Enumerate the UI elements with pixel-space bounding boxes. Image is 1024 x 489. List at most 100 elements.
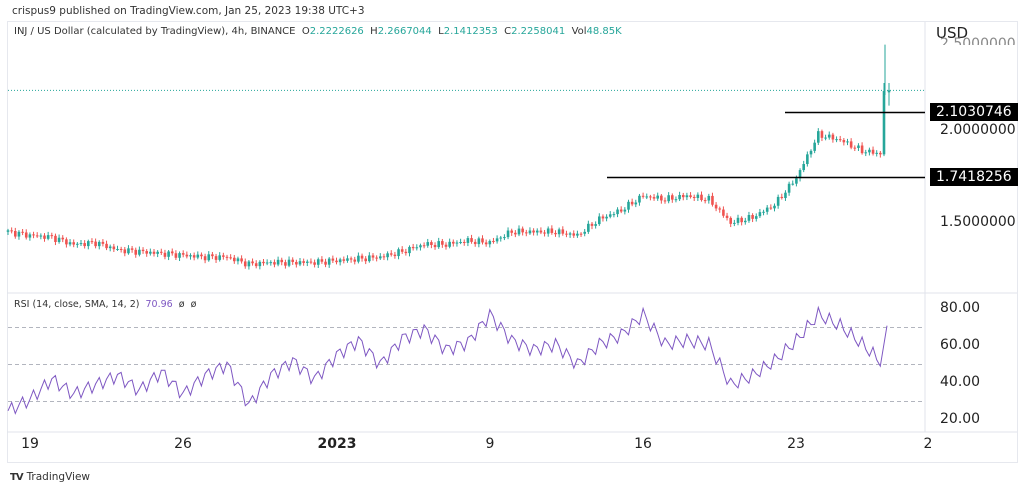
rsi-tick: 20.00 xyxy=(940,411,981,427)
candle-body xyxy=(105,243,108,249)
candle-body xyxy=(882,91,886,155)
candle-body xyxy=(243,261,247,267)
currency-label: USD xyxy=(936,24,969,42)
candle-body xyxy=(608,214,612,217)
candle-body xyxy=(90,241,94,243)
candle-body xyxy=(466,238,470,243)
candle-body xyxy=(192,255,196,258)
candle-body xyxy=(287,259,291,266)
candle-body xyxy=(35,235,39,237)
candle-body xyxy=(295,261,298,265)
candle-body xyxy=(247,261,251,267)
price-tick: 2.0000000 xyxy=(940,122,1016,138)
candle-body xyxy=(795,178,798,184)
candle-body xyxy=(284,262,287,266)
candle-body xyxy=(630,201,634,205)
candle-body xyxy=(824,137,827,139)
candle-body xyxy=(262,261,265,264)
candle-body xyxy=(360,255,364,259)
candle-body xyxy=(521,228,524,233)
candle-body xyxy=(43,235,46,239)
candle-body xyxy=(689,195,692,197)
candle-body xyxy=(598,216,601,225)
candle-body xyxy=(251,261,254,264)
candle-body xyxy=(236,258,240,262)
candle-body xyxy=(167,251,170,257)
candle-body xyxy=(616,209,619,215)
candle-body xyxy=(174,253,178,258)
candle-body xyxy=(50,235,54,237)
candle-body xyxy=(342,259,346,261)
candle-body xyxy=(163,252,167,257)
candle-body xyxy=(484,242,488,245)
candle-body xyxy=(470,238,473,242)
candle-body xyxy=(316,259,320,265)
candle-body xyxy=(17,231,21,237)
candle-body xyxy=(441,241,444,245)
brand-name: TradingView xyxy=(26,471,91,483)
candle-body xyxy=(623,209,627,212)
candle-body xyxy=(422,245,426,247)
candle-body xyxy=(65,239,68,245)
candle-body xyxy=(46,235,50,239)
candle-body xyxy=(156,251,159,254)
candle-body xyxy=(627,201,630,210)
candle-body xyxy=(79,243,83,245)
candle-body xyxy=(733,222,736,224)
candle-body xyxy=(871,149,875,154)
candle-body xyxy=(758,212,762,217)
candle-body xyxy=(765,207,769,212)
candle-body xyxy=(492,240,495,242)
candle-body xyxy=(108,246,112,249)
rsi-line xyxy=(7,305,888,415)
candle-body xyxy=(525,232,528,234)
candle-body xyxy=(382,256,386,258)
candle-body xyxy=(112,246,116,250)
candle-body xyxy=(258,261,262,267)
candle-body xyxy=(853,147,857,149)
candle-body xyxy=(291,259,294,262)
tradingview-logo[interactable]: TV TradingView xyxy=(10,471,90,483)
candle-body xyxy=(269,262,273,264)
candle-body xyxy=(700,194,703,201)
open-label: O xyxy=(301,26,310,37)
candle-body xyxy=(72,242,75,245)
candle-body xyxy=(273,262,276,265)
candle-body xyxy=(550,228,554,233)
candle-body xyxy=(806,154,809,165)
candle-body xyxy=(397,249,400,257)
candle-body xyxy=(678,194,681,200)
candle-body xyxy=(776,196,780,206)
candle-body xyxy=(495,238,499,242)
candle-body xyxy=(386,253,389,258)
candle-body xyxy=(97,241,101,247)
candle-body xyxy=(645,196,649,198)
candle-body xyxy=(411,246,415,249)
candle-body xyxy=(324,261,327,265)
candle-body xyxy=(744,220,747,223)
candle-body xyxy=(437,241,440,248)
rsi-tick: 60.00 xyxy=(940,337,981,353)
candle-body xyxy=(754,216,758,219)
candle-body xyxy=(656,195,659,199)
time-tick: 2023 xyxy=(317,436,357,452)
candle-body xyxy=(667,195,670,202)
candle-body xyxy=(864,152,868,154)
candle-body xyxy=(349,258,353,260)
candle-body xyxy=(787,183,791,193)
candle-body xyxy=(612,214,616,216)
candle-body xyxy=(87,241,90,247)
candle-body xyxy=(681,194,685,198)
candle-body xyxy=(10,230,13,232)
candle-body xyxy=(6,230,10,232)
candle-body xyxy=(503,237,506,239)
candle-body xyxy=(160,251,163,253)
candle-body xyxy=(181,253,185,255)
candle-body xyxy=(692,196,696,199)
close-label: C xyxy=(504,26,512,37)
candle-body xyxy=(517,228,521,235)
candle-body xyxy=(849,141,853,148)
candle-body xyxy=(535,230,539,233)
candle-body xyxy=(444,244,448,247)
